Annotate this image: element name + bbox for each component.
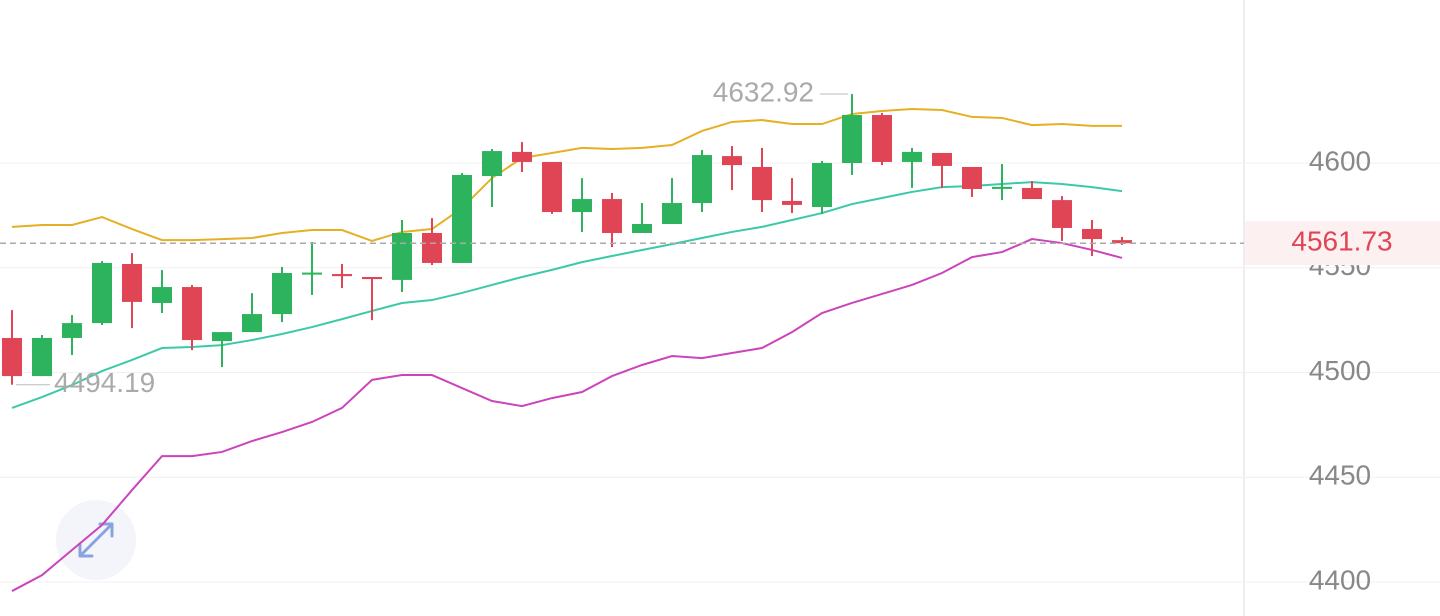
indicator-line bbox=[11, 107, 1122, 243]
candle-body bbox=[452, 174, 472, 263]
y-tick-label: 4600 bbox=[1309, 145, 1371, 176]
candle-body bbox=[482, 151, 502, 176]
candle-body bbox=[1022, 187, 1042, 200]
expand-button[interactable] bbox=[56, 500, 136, 580]
candle-body bbox=[812, 163, 832, 208]
candle-body bbox=[362, 276, 382, 280]
candle-body bbox=[1112, 240, 1132, 244]
candle-body bbox=[842, 115, 862, 164]
indicator-line bbox=[11, 181, 1123, 409]
candle-body bbox=[872, 115, 892, 162]
candle-body bbox=[512, 151, 532, 162]
candle-body bbox=[962, 166, 982, 189]
candle-body bbox=[662, 203, 682, 224]
candle-body bbox=[752, 166, 772, 201]
low-label: 4494.19 bbox=[54, 367, 155, 398]
candle-body bbox=[272, 273, 292, 315]
candle-body bbox=[902, 151, 922, 162]
candle-body bbox=[62, 323, 82, 338]
candle-body bbox=[332, 274, 352, 277]
candle-body bbox=[932, 152, 952, 166]
candle-body bbox=[32, 337, 52, 377]
y-tick-label: 4450 bbox=[1309, 460, 1371, 491]
candle-body bbox=[122, 264, 142, 302]
candle-body bbox=[1082, 229, 1102, 240]
candle-body bbox=[242, 314, 262, 333]
candle-body bbox=[692, 155, 712, 204]
candle-body bbox=[992, 186, 1012, 189]
candle-body bbox=[302, 272, 322, 275]
candle-body bbox=[722, 156, 742, 166]
y-tick-label: 4400 bbox=[1309, 564, 1371, 595]
candle-body bbox=[632, 223, 652, 233]
candle-body bbox=[212, 332, 232, 342]
candle-body bbox=[1052, 200, 1072, 228]
last-price-label: 4561.73 bbox=[1291, 226, 1392, 257]
candle-body bbox=[782, 200, 802, 205]
indicator-line bbox=[11, 238, 1123, 592]
candle-body bbox=[422, 232, 442, 263]
high-label: 4632.92 bbox=[713, 76, 814, 107]
candle-body bbox=[152, 287, 172, 303]
candle-body bbox=[392, 232, 412, 280]
candle-body bbox=[542, 161, 562, 213]
y-tick-label: 4500 bbox=[1309, 355, 1371, 386]
candle-body bbox=[92, 262, 112, 324]
candle-body bbox=[572, 199, 592, 213]
candle-body bbox=[602, 199, 622, 233]
last-price-bg bbox=[1245, 221, 1440, 266]
expand-icon[interactable] bbox=[78, 522, 114, 558]
candle-body bbox=[182, 287, 202, 341]
candle-body bbox=[2, 337, 22, 377]
